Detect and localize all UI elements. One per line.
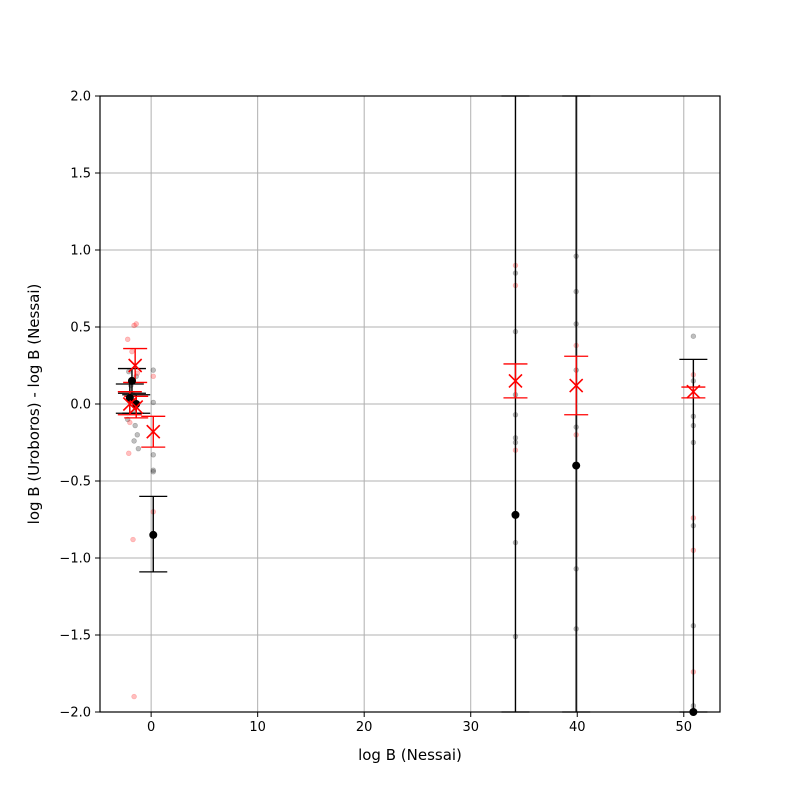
sample-point <box>135 445 142 452</box>
x-marker <box>129 400 144 415</box>
dot-marker <box>149 530 158 539</box>
y-tick-label: −0.5 <box>59 475 91 490</box>
x-marker-stroke <box>508 373 523 388</box>
dot-marker <box>127 376 136 385</box>
x-marker <box>508 373 523 388</box>
sample-point <box>124 336 131 343</box>
mean-points <box>122 358 701 716</box>
sample-point <box>131 322 137 329</box>
y-tick-label: 2.0 <box>70 90 91 105</box>
grid <box>100 95 720 713</box>
x-tick-label: 40 <box>569 720 586 735</box>
y-tick-label: −1.5 <box>59 629 91 644</box>
sample-point <box>690 333 697 339</box>
sample-point <box>126 450 132 456</box>
dot-marker <box>125 393 134 402</box>
sample-point <box>150 367 156 373</box>
x-marker-stroke <box>146 424 161 439</box>
y-tick-label: 1.0 <box>70 244 91 259</box>
x-tick-label: 0 <box>147 720 155 735</box>
x-tick-label: 30 <box>462 720 479 735</box>
x-tick-label: 10 <box>249 720 266 735</box>
y-axis-label: log B (Uroboros) - log B (Nessai) <box>25 284 43 525</box>
x-marker-stroke <box>686 384 701 399</box>
x-marker-stroke <box>128 358 143 373</box>
x-marker-stroke <box>569 378 584 393</box>
dot-marker <box>511 510 520 519</box>
y-tick-label: 0.0 <box>70 398 91 413</box>
sample-point <box>132 422 138 429</box>
x-axis-label: log B (Nessai) <box>358 746 462 764</box>
sample-point <box>129 348 135 355</box>
x-marker-stroke <box>122 396 137 412</box>
sample-point <box>150 469 156 475</box>
y-tick-label: 0.5 <box>70 321 91 336</box>
y-tick-label: 1.5 <box>70 167 91 182</box>
x-marker <box>146 424 161 439</box>
axis-ticks: 0 10 20 30 40 50 2.0 1.5 1.0 0.5 0.0 −0.5 −1.0 −1.5 −2… <box>59 90 692 736</box>
y-tick-label: −1.0 <box>59 552 91 567</box>
x-marker <box>128 358 143 373</box>
sample-point <box>131 693 137 700</box>
x-marker-stroke <box>129 400 144 415</box>
sample-point <box>150 373 156 379</box>
x-marker <box>686 384 701 399</box>
sample-point <box>131 438 137 444</box>
sample-point <box>134 432 140 438</box>
sample-point <box>150 467 156 473</box>
y-tick-label: −2.0 <box>59 706 91 721</box>
x-marker <box>569 378 584 393</box>
x-tick-label: 20 <box>356 720 373 735</box>
sample-point <box>150 399 156 406</box>
sample-point <box>127 419 133 426</box>
dot-marker <box>572 461 581 470</box>
sample-point <box>133 321 139 327</box>
x-tick-label: 50 <box>676 720 693 735</box>
sample-point <box>130 536 136 543</box>
sample-point <box>150 452 156 458</box>
